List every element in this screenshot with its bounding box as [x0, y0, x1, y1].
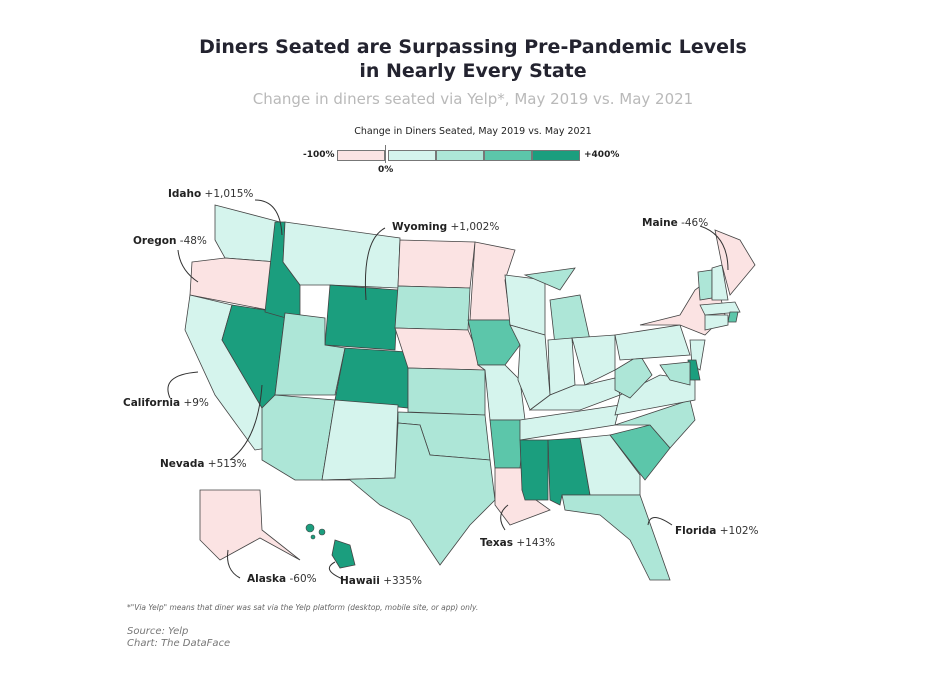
annotation-value: +335%: [379, 575, 423, 587]
state-fl: [561, 494, 671, 581]
state-me: [714, 229, 756, 296]
legend-swatch-0: [337, 150, 385, 161]
annotation-value: +9%: [180, 397, 209, 409]
annotation-arrow: [500, 504, 509, 531]
legend-swatch-1: [388, 150, 436, 161]
state-ms: [519, 439, 549, 501]
state-mt: [282, 221, 401, 289]
annotation-arrow: [227, 549, 241, 579]
state-wy: [324, 284, 399, 351]
state-co: [334, 347, 409, 409]
annotation-oregon: Oregon -48%: [133, 235, 207, 247]
annotation-wyoming: Wyoming +1,002%: [392, 221, 499, 233]
annotation-state: Nevada: [160, 458, 205, 470]
annotation-state: Idaho: [168, 188, 202, 200]
annotation-alaska: Alaska -60%: [247, 573, 317, 585]
state-ky: [528, 377, 621, 411]
annotation-california: California +9%: [123, 397, 209, 409]
annotation-state: Alaska: [247, 573, 287, 585]
legend-max: +400%: [584, 150, 620, 160]
annotation-arrow: [167, 371, 199, 399]
state-wa: [214, 204, 281, 263]
footnote: *"Via Yelp" means that diner was sat via…: [127, 603, 479, 612]
state-md: [659, 361, 691, 386]
state-vt: [697, 269, 713, 301]
source: Source: Yelp: [127, 626, 189, 637]
annotation-value: +513%: [204, 458, 247, 470]
chart-title: Diners Seated are Surpassing Pre-Pandemi…: [199, 36, 747, 58]
hawaii-island: [310, 534, 316, 540]
state-pa: [614, 324, 691, 361]
legend-min: -100%: [303, 150, 335, 160]
legend-title: Change in Diners Seated, May 2019 vs. Ma…: [354, 126, 592, 137]
annotation-state: Hawaii: [340, 575, 380, 587]
credit: Chart: The DataFace: [127, 638, 231, 649]
hawaii-island: [318, 528, 326, 536]
state-va: [614, 374, 696, 416]
state-ct: [704, 314, 729, 331]
annotation-arrow: [699, 225, 729, 271]
annotation-arrow: [177, 249, 199, 283]
annotation-value: -48%: [176, 235, 207, 247]
annotation-florida: Florida +102%: [675, 525, 759, 537]
chart-title-line2: in Nearly Every State: [359, 60, 587, 82]
annotation-state: Florida: [675, 525, 717, 537]
state-nd: [397, 239, 476, 289]
annotation-arrow: [647, 517, 673, 526]
state-nc: [614, 399, 696, 449]
state-ia: [467, 319, 521, 366]
annotation-state: Oregon: [133, 235, 177, 247]
legend-swatch-2: [436, 150, 484, 161]
state-oh: [571, 334, 616, 386]
annotation-state: Maine: [642, 217, 678, 229]
annotation-value: +102%: [716, 525, 759, 537]
annotation-value: -60%: [286, 573, 317, 585]
state-hi: [331, 539, 356, 569]
state-ga: [579, 434, 641, 496]
state-miu: [523, 267, 576, 291]
annotation-idaho: Idaho +1,015%: [168, 188, 253, 200]
annotation-value: +143%: [513, 537, 556, 549]
state-ks: [407, 367, 486, 416]
annotation-value: -46%: [677, 217, 709, 229]
annotation-arrow: [254, 199, 283, 236]
state-nh: [711, 264, 729, 301]
legend-zero-tick: [385, 145, 386, 163]
annotation-value: +1,015%: [201, 188, 254, 200]
state-tx: [321, 422, 496, 566]
state-ri: [727, 311, 739, 323]
legend-zero: 0%: [378, 165, 394, 175]
annotation-state: California: [123, 397, 181, 409]
state-sd: [394, 285, 471, 331]
legend-swatch-3: [484, 150, 532, 161]
chart-subtitle: Change in diners seated via Yelp*, May 2…: [252, 90, 694, 108]
legend-swatch-4: [532, 150, 580, 161]
annotation-state: Texas: [480, 537, 513, 549]
annotation-nevada: Nevada +513%: [160, 458, 247, 470]
annotation-value: +1,002%: [447, 221, 500, 233]
annotation-hawaii: Hawaii +335%: [340, 575, 422, 587]
annotation-arrow: [229, 384, 263, 461]
state-ak: [199, 489, 301, 561]
annotation-texas: Texas +143%: [480, 537, 555, 549]
annotation-arrow: [364, 227, 386, 301]
annotation-state: Wyoming: [392, 221, 448, 233]
annotation-arrow: [328, 561, 346, 581]
hawaii-island: [305, 523, 315, 533]
annotation-maine: Maine -46%: [642, 217, 708, 229]
state-nm: [321, 399, 399, 481]
